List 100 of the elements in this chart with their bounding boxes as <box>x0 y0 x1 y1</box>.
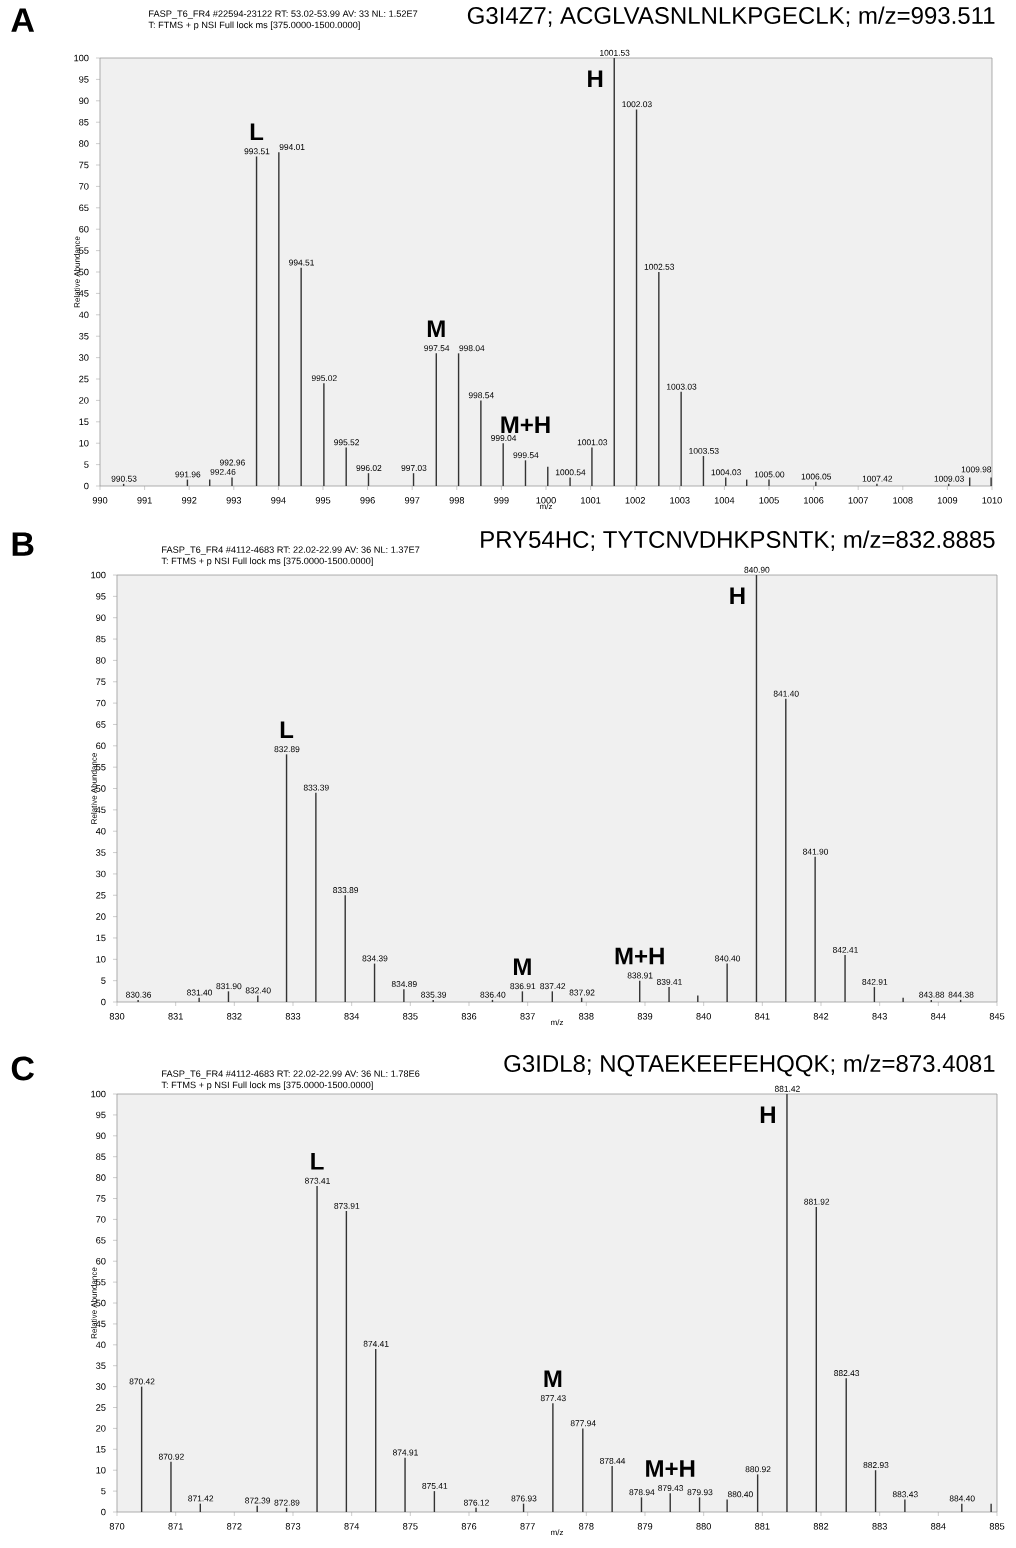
annotation: 1002.53 <box>644 263 675 270</box>
x-tick-label: 875 <box>403 1523 418 1530</box>
x-tick-label: 876 <box>461 1523 477 1530</box>
x-tick-label: 840 <box>696 1013 711 1020</box>
y-tick-label: 20 <box>96 913 106 920</box>
annotation: 881.92 <box>804 1198 830 1205</box>
y-tick-label: 75 <box>96 1195 106 1202</box>
annotation: 881.42 <box>774 1085 800 1092</box>
annotation: 996.02 <box>356 465 382 471</box>
y-tick-label: 50 <box>79 268 89 276</box>
x-tick-label: 991 <box>137 497 152 504</box>
text: C <box>11 1056 35 1081</box>
y-tick-label: 5 <box>84 461 89 468</box>
y-axis-title: Relative Abundance <box>90 753 97 824</box>
y-tick-label: 40 <box>95 1341 106 1349</box>
x-tick-label: 995 <box>315 497 331 504</box>
annotation: H <box>760 1106 775 1123</box>
annotation: 871.42 <box>188 1495 214 1502</box>
annotation: 842.41 <box>832 946 858 953</box>
chart-subtitle: FASP_T6_FR4 #4112-4683 RT: 22.02-22.99 AV: 36 NL: 1.37E7 <box>162 546 420 555</box>
x-tick-label: 1006 <box>804 497 824 504</box>
annotation: L <box>250 123 264 141</box>
annotation: 1009.03 <box>934 475 964 482</box>
x-tick-label: 1009 <box>937 497 958 504</box>
y-tick-label: 20 <box>79 397 89 404</box>
y-tick-label: 50 <box>96 785 106 792</box>
x-tick-label: 843 <box>872 1013 887 1020</box>
x-axis-title: m/z <box>540 503 553 510</box>
annotation: 993.51 <box>244 148 270 155</box>
y-tick-label: 100 <box>91 1090 106 1098</box>
annotation: 832.40 <box>245 987 271 994</box>
text: B <box>12 532 34 556</box>
y-tick-label: 70 <box>79 183 89 190</box>
annotation: 998.54 <box>468 392 494 399</box>
annotation: 992.46 <box>210 468 236 475</box>
annotation: 1009.98 <box>961 466 992 473</box>
annotation: 1003.03 <box>666 383 697 390</box>
y-tick-label: 65 <box>96 721 106 728</box>
x-tick-label: 885 <box>989 1523 1005 1530</box>
annotation: 838.91 <box>627 972 653 979</box>
text: T: FTMS + p NSI Full lock ms [375.0000-1500.0000] <box>148 21 360 30</box>
y-tick-label: 0 <box>84 482 89 490</box>
y-tick-label: 10 <box>96 1466 106 1474</box>
y-tick-label: 85 <box>79 118 89 126</box>
y-tick-label: 5 <box>101 977 106 984</box>
annotation: 997.03 <box>401 465 427 471</box>
text: A <box>11 8 35 32</box>
annotation: M+H <box>615 947 664 965</box>
annotation: 880.92 <box>745 1466 771 1473</box>
y-tick-label: 100 <box>91 571 106 579</box>
annotation: 878.94 <box>629 1489 655 1496</box>
annotation: 879.93 <box>687 1489 713 1496</box>
annotation: M <box>544 1370 562 1387</box>
annotation: 995.02 <box>311 375 337 382</box>
x-tick-label: 879 <box>637 1523 653 1530</box>
x-tick-label: 997 <box>404 497 420 504</box>
x-tick-label: 870 <box>109 1523 125 1530</box>
annotation: 832.89 <box>274 746 300 753</box>
y-tick-label: 0 <box>101 998 106 1006</box>
y-tick-label: 75 <box>79 161 89 169</box>
y-tick-label: 55 <box>96 763 106 771</box>
y-tick-label: 15 <box>96 1446 106 1453</box>
y-tick-label: 85 <box>96 1153 106 1160</box>
annotation: 874.91 <box>392 1449 418 1456</box>
x-tick-label: 845 <box>989 1013 1005 1020</box>
annotation: 1001.03 <box>577 439 608 446</box>
y-tick-label: 30 <box>96 870 106 878</box>
y-tick-label: 90 <box>96 1132 106 1140</box>
annotation: M+H <box>501 416 550 433</box>
y-tick-label: 20 <box>96 1425 106 1432</box>
x-tick-label: 871 <box>168 1523 183 1530</box>
x-tick-label: 841 <box>755 1013 770 1020</box>
annotation: 833.39 <box>303 784 329 791</box>
y-tick-label: 35 <box>96 1362 106 1369</box>
annotation: 883.43 <box>892 1491 918 1498</box>
y-tick-label: 40 <box>78 311 89 319</box>
x-tick-label: 1004 <box>714 497 735 504</box>
chart-subtitle: FASP_T6_FR4 #22594-23122 RT: 53.02-53.99 AV: 33 NL: 1.52E7 <box>149 10 418 19</box>
x-tick-label: 844 <box>931 1013 946 1020</box>
annotation: 841.90 <box>803 848 829 855</box>
annotation: 1007.42 <box>862 475 893 482</box>
x-tick-label: 883 <box>872 1523 887 1530</box>
annotation: 841.40 <box>773 690 799 697</box>
y-tick-label: 40 <box>95 827 106 835</box>
annotation: 840.40 <box>715 955 741 962</box>
annotation: 994.51 <box>289 259 314 266</box>
y-tick-label: 70 <box>96 699 106 707</box>
x-tick-label: 835 <box>403 1013 418 1020</box>
x-axis-title: m/z <box>551 1019 564 1026</box>
annotation: 870.92 <box>158 1453 184 1460</box>
y-tick-label: 80 <box>96 657 106 664</box>
y-axis-title: Relative Abundance <box>90 1267 97 1339</box>
annotation: H <box>730 587 745 604</box>
y-tick-label: 30 <box>96 1383 106 1390</box>
y-tick-label: 60 <box>96 742 106 750</box>
annotation: L <box>311 1153 324 1170</box>
x-tick-label: 830 <box>109 1013 125 1020</box>
annotation: 1006.05 <box>801 473 832 480</box>
y-tick-label: 95 <box>96 1111 106 1119</box>
y-tick-label: 95 <box>79 76 89 83</box>
